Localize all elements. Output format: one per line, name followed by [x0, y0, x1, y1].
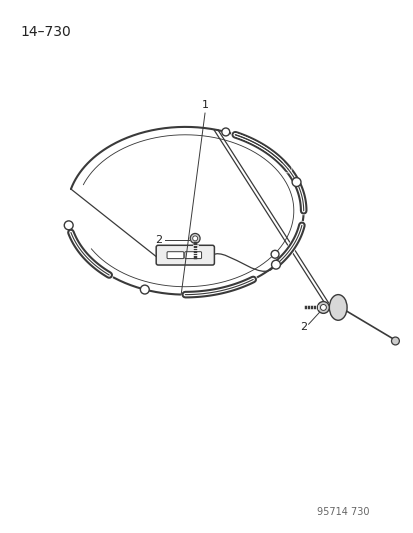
Circle shape [320, 304, 325, 310]
Circle shape [391, 337, 399, 345]
FancyBboxPatch shape [184, 252, 201, 259]
Ellipse shape [328, 295, 346, 320]
FancyBboxPatch shape [156, 245, 214, 265]
Text: 2: 2 [155, 236, 162, 245]
Text: 2: 2 [299, 322, 306, 332]
Circle shape [271, 260, 280, 269]
Circle shape [221, 128, 229, 136]
Circle shape [292, 177, 300, 187]
FancyBboxPatch shape [166, 252, 183, 259]
Text: 14–730: 14–730 [21, 25, 71, 39]
Circle shape [64, 221, 73, 230]
Circle shape [271, 251, 278, 258]
Circle shape [192, 236, 197, 241]
Circle shape [317, 302, 328, 313]
Text: 1: 1 [201, 100, 208, 110]
Text: 95714 730: 95714 730 [316, 507, 368, 516]
Circle shape [190, 233, 199, 244]
Circle shape [140, 285, 149, 294]
